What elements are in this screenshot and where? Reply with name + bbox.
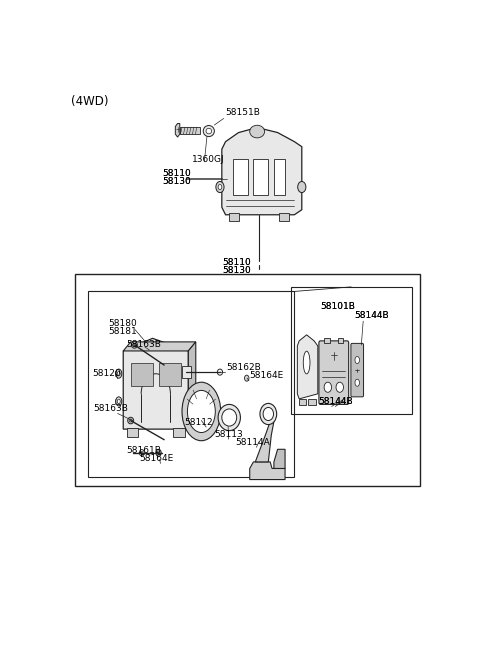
Text: 58151B: 58151B (226, 109, 261, 117)
FancyBboxPatch shape (351, 343, 363, 397)
Text: 58130: 58130 (162, 177, 191, 186)
Ellipse shape (116, 369, 122, 378)
Polygon shape (175, 124, 180, 137)
Ellipse shape (203, 126, 215, 137)
FancyBboxPatch shape (319, 341, 348, 404)
Bar (182, 366, 191, 378)
Text: 58110: 58110 (162, 169, 191, 178)
Text: 58144B: 58144B (318, 398, 352, 406)
Bar (180, 127, 200, 134)
Polygon shape (250, 462, 285, 479)
Ellipse shape (139, 449, 144, 456)
Ellipse shape (182, 383, 221, 441)
Polygon shape (297, 335, 318, 399)
Polygon shape (338, 338, 344, 343)
Bar (253, 159, 268, 195)
Ellipse shape (355, 356, 360, 364)
Text: 58164E: 58164E (250, 371, 284, 380)
Bar (274, 159, 285, 195)
Ellipse shape (303, 351, 310, 374)
Text: 1360GJ: 1360GJ (192, 155, 225, 164)
Text: 58112: 58112 (185, 418, 213, 426)
Ellipse shape (250, 125, 264, 138)
Ellipse shape (187, 390, 216, 432)
Ellipse shape (218, 185, 222, 189)
Polygon shape (123, 342, 196, 351)
Bar (290, 287, 411, 414)
Text: 58181: 58181 (108, 327, 137, 336)
Text: 58113: 58113 (215, 430, 243, 439)
Ellipse shape (206, 128, 212, 134)
Ellipse shape (217, 369, 223, 375)
Text: 58161B: 58161B (126, 446, 161, 455)
Text: 58144B: 58144B (354, 311, 388, 320)
Text: 58114A: 58114A (235, 438, 270, 447)
Bar (233, 159, 248, 195)
Text: 58163B: 58163B (126, 340, 161, 349)
Ellipse shape (132, 342, 137, 348)
Bar (158, 364, 181, 386)
Polygon shape (274, 449, 285, 468)
Text: 58110: 58110 (162, 169, 191, 178)
Ellipse shape (244, 375, 249, 381)
Polygon shape (299, 399, 305, 405)
Text: 58110: 58110 (222, 257, 251, 267)
Ellipse shape (263, 407, 274, 421)
Ellipse shape (216, 181, 224, 193)
Ellipse shape (128, 417, 133, 424)
Text: 58144B: 58144B (354, 311, 388, 320)
Bar (75, 274, 420, 486)
Text: 58130: 58130 (222, 266, 251, 275)
Ellipse shape (157, 451, 160, 455)
Ellipse shape (156, 449, 161, 457)
Ellipse shape (117, 371, 120, 376)
Text: 58101B: 58101B (321, 301, 355, 310)
Text: 58130: 58130 (162, 177, 191, 186)
Text: (4WD): (4WD) (71, 95, 108, 107)
Ellipse shape (129, 419, 132, 422)
Text: 58163B: 58163B (94, 404, 128, 413)
Text: 58101B: 58101B (321, 301, 355, 310)
Text: 58110: 58110 (222, 257, 251, 267)
Ellipse shape (116, 397, 122, 406)
Ellipse shape (133, 343, 136, 346)
Text: 58144B: 58144B (318, 398, 352, 406)
Bar (131, 364, 153, 386)
Ellipse shape (355, 379, 360, 386)
Bar (229, 214, 239, 221)
Text: 58164E: 58164E (139, 454, 173, 463)
Polygon shape (188, 342, 196, 429)
Text: 58130: 58130 (222, 266, 251, 275)
Bar (127, 428, 138, 437)
Bar (173, 428, 185, 437)
Ellipse shape (324, 383, 332, 392)
Bar (88, 291, 294, 477)
Polygon shape (255, 422, 274, 462)
Text: 58180: 58180 (108, 319, 137, 328)
Ellipse shape (298, 181, 306, 193)
Ellipse shape (218, 404, 240, 430)
Ellipse shape (222, 409, 237, 426)
Ellipse shape (336, 383, 344, 392)
Text: 58162B: 58162B (227, 363, 262, 371)
Polygon shape (123, 339, 188, 429)
Ellipse shape (260, 403, 276, 424)
Polygon shape (309, 399, 316, 405)
Text: 58120: 58120 (93, 369, 121, 378)
Polygon shape (324, 338, 330, 343)
Ellipse shape (117, 399, 120, 403)
Ellipse shape (141, 451, 143, 455)
Bar (279, 214, 289, 221)
Polygon shape (222, 128, 302, 215)
